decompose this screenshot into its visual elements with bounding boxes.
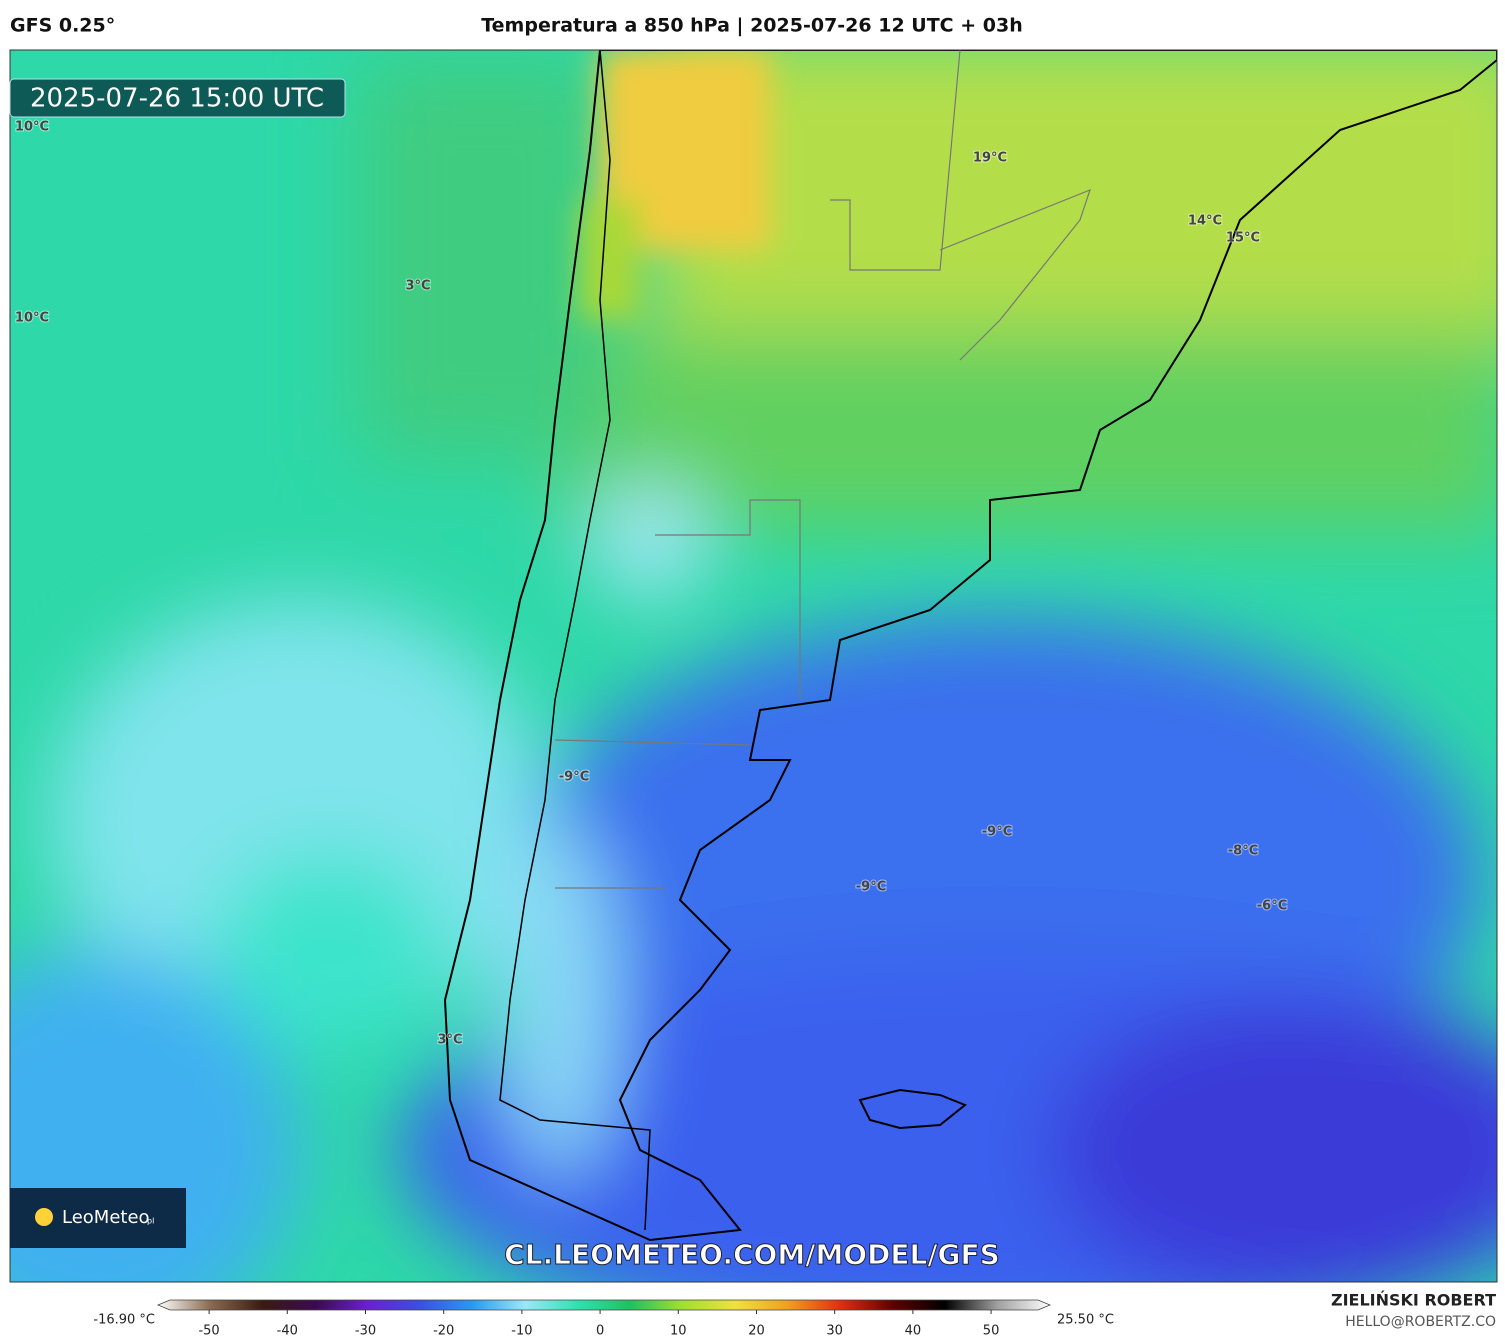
timestamp: 2025-07-26 15:00 UTC [30,84,324,114]
colorbar-tick-label: -50 [198,1324,219,1338]
colorbar-tick-label: 30 [826,1324,843,1338]
provinces [554,50,1091,889]
colorbar-tick-label: 10 [670,1324,687,1338]
author: ZIELIŃSKI ROBERT [1331,1291,1496,1310]
coastline [443,50,1497,1242]
colorbar-max: 25.50 °C [1057,1313,1114,1328]
colorbar-min: -16.90 °C [93,1313,155,1328]
timestamp-box [9,78,346,118]
isotherm-label: 10°C [15,311,49,326]
email: HELLO@ROBERTZ.CO [1345,1314,1496,1330]
falklands [858,1088,967,1130]
logo-name: LeoMeteo [62,1207,150,1228]
colorbar-tick-label: -30 [355,1324,376,1338]
isotherm-label: 14°C [1188,214,1222,229]
colorbar-tick-label: 20 [748,1324,765,1338]
map-frame [9,49,1498,1283]
isotherm-labels: 10°C 10°C 3°C 19°C 14°C 15°C -9°C -9°C -9°C -8°C -… [14,119,1288,1049]
isotherm-label: 10°C [15,120,49,135]
colorbar-tick-label: 40 [905,1324,922,1338]
border [499,50,651,1231]
watermark: CL.LEOMETEO.COM/MODEL/GFS [504,1238,1000,1271]
isotherm-label: -8°C [1228,844,1258,859]
logo-sun [35,1208,53,1226]
isotherm-label: 15°C [1226,231,1260,246]
map [10,50,1497,1282]
isotherm-label: 3°C [405,279,430,294]
colorbar-tick-label: 0 [596,1324,604,1338]
isotherm-label: 19°C [973,151,1007,166]
colorbar-tick-label: -10 [511,1324,532,1338]
colorbar-tick-label: -40 [277,1324,298,1338]
colorbar-tick-label: -20 [433,1324,454,1338]
map-title: Temperatura a 850 hPa | 2025-07-26 12 UT… [481,15,1023,37]
colorbar-tick-label: 50 [983,1324,1000,1338]
model-name: GFS 0.25° [10,15,115,37]
isotherm-label: 3°C [437,1033,462,1048]
colorbar: -50 -40 -30 -20 -10 0 10 20 30 40 50 [156,1299,1052,1338]
isotherm-label: -9°C [982,825,1012,840]
isotherm-label: -9°C [856,880,886,895]
colorbar-bar [156,1299,1052,1311]
isotherm-label: -6°C [1257,899,1287,914]
isotherm-label: -9°C [559,770,589,785]
logo-suffix: pl [147,1217,154,1226]
